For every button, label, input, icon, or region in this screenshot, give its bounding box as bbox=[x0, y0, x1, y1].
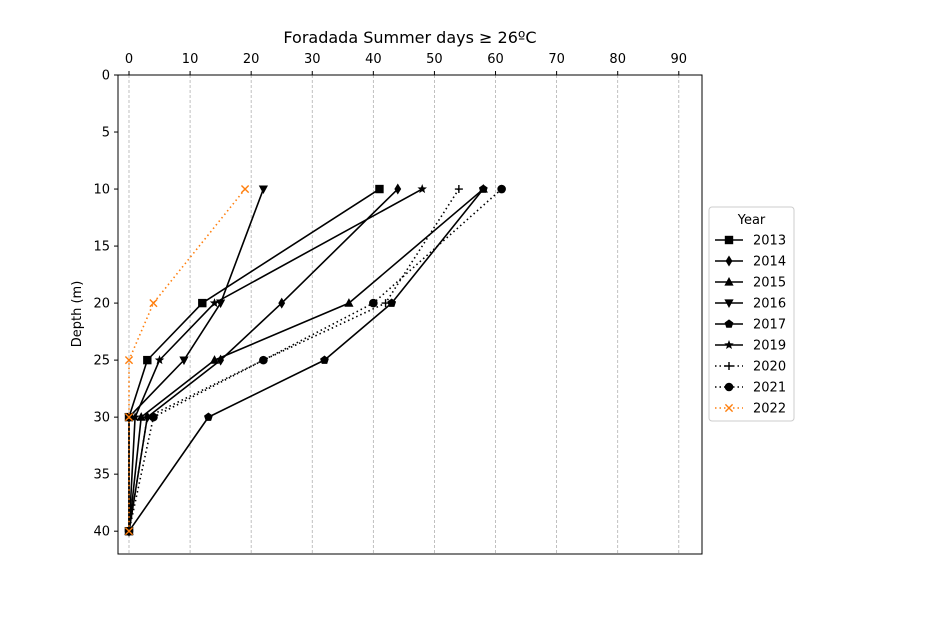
legend-item-2013: 2013 bbox=[715, 234, 786, 249]
legend-label-2016: 2016 bbox=[753, 297, 786, 312]
data-point-2020 bbox=[381, 299, 390, 308]
axes: 0 10 20 30 40 50 60 70 80 90 0 5 10 15 20 25 30 35 40 bbox=[93, 52, 687, 540]
y-tick-label: 15 bbox=[93, 240, 110, 255]
y-tick-label: 30 bbox=[93, 411, 110, 426]
grid-lines bbox=[128, 75, 680, 554]
data-point-2017 bbox=[204, 412, 213, 421]
legend-marker-2022 bbox=[724, 403, 734, 413]
legend-label-2017: 2017 bbox=[753, 318, 786, 333]
data-point-2014 bbox=[217, 354, 225, 366]
data-point-2019 bbox=[209, 298, 220, 308]
x-tick-label: 60 bbox=[487, 52, 504, 67]
data-point-2015 bbox=[209, 355, 220, 364]
legend-item-2022: 2022 bbox=[715, 402, 786, 417]
data-point-2021 bbox=[369, 298, 378, 308]
y-tick-label: 35 bbox=[93, 468, 110, 483]
x-tick-label: 80 bbox=[609, 52, 626, 67]
data-point-2022 bbox=[124, 356, 134, 365]
data-point-2015 bbox=[344, 298, 354, 307]
x-tick-label: 0 bbox=[125, 52, 133, 67]
legend-marker-2015 bbox=[724, 277, 734, 286]
x-tick-label: 20 bbox=[243, 52, 260, 67]
data-point-2015 bbox=[136, 412, 146, 421]
legend-label-2019: 2019 bbox=[753, 339, 786, 354]
y-tick-label: 25 bbox=[93, 354, 110, 369]
data-point-2014 bbox=[394, 183, 402, 195]
x-tick-label: 90 bbox=[671, 52, 688, 67]
data-point-2013 bbox=[143, 355, 152, 365]
plot-area-frame bbox=[117, 74, 703, 555]
legend-label-2015: 2015 bbox=[753, 276, 786, 291]
legend-label-2021: 2021 bbox=[753, 381, 786, 396]
x-tick-label: 50 bbox=[426, 52, 443, 67]
data-point-2013 bbox=[375, 184, 384, 194]
legend-marker-2017 bbox=[724, 319, 734, 328]
legend-item-2014: 2014 bbox=[715, 255, 786, 270]
data-point-2022 bbox=[240, 184, 250, 194]
series-line-2019 bbox=[128, 188, 423, 532]
legend-label-2022: 2022 bbox=[753, 402, 786, 417]
data-point-2022 bbox=[124, 413, 134, 422]
legend-label-2020: 2020 bbox=[753, 360, 786, 375]
x-tick-label: 10 bbox=[182, 52, 199, 67]
data-point-2019 bbox=[154, 355, 165, 365]
x-tick-label: 40 bbox=[365, 52, 382, 67]
chart-title: Foradada Summer days ≥ 26ºC bbox=[283, 28, 536, 47]
series-line-2013 bbox=[128, 188, 380, 532]
data-point-2017 bbox=[478, 184, 488, 193]
legend-marker-2019 bbox=[724, 340, 734, 350]
data-point-2019 bbox=[130, 412, 140, 422]
data-point-2013 bbox=[198, 298, 207, 308]
data-point-2017 bbox=[387, 298, 397, 307]
series-2020 bbox=[124, 185, 463, 536]
legend-title: Year bbox=[737, 213, 766, 228]
legend-item-2020: 2020 bbox=[715, 360, 786, 375]
series-2019 bbox=[124, 184, 427, 536]
data-point-2017 bbox=[320, 355, 329, 364]
data-point-2021 bbox=[149, 412, 158, 422]
y-tick-label: 5 bbox=[102, 126, 110, 141]
legend-label-2013: 2013 bbox=[753, 234, 786, 249]
legend-item-2021: 2021 bbox=[715, 381, 786, 396]
data-point-2014 bbox=[278, 297, 286, 309]
data-point-2016 bbox=[258, 185, 268, 195]
legend-item-2016: 2016 bbox=[715, 297, 786, 312]
legend-item-2015: 2015 bbox=[715, 276, 786, 291]
legend-marker-2021 bbox=[724, 382, 734, 392]
data-point-2022 bbox=[149, 299, 158, 308]
series-lines bbox=[124, 183, 506, 537]
y-tick-label: 10 bbox=[93, 183, 110, 198]
x-tick-label: 30 bbox=[304, 52, 321, 67]
data-point-2016 bbox=[179, 356, 189, 366]
legend-label-2014: 2014 bbox=[753, 255, 786, 270]
legend-marker-2014 bbox=[725, 255, 733, 267]
y-tick-label: 40 bbox=[93, 525, 110, 540]
legend: Year 2013 2014 2015 2016 2017 2019 2020 2021 2022 bbox=[708, 206, 795, 422]
data-point-2022 bbox=[124, 527, 134, 536]
legend-item-2019: 2019 bbox=[715, 339, 786, 354]
legend-marker-2016 bbox=[724, 299, 734, 308]
x-tick-label: 70 bbox=[548, 52, 565, 67]
data-point-2021 bbox=[259, 355, 268, 365]
data-point-2019 bbox=[417, 184, 427, 194]
y-tick-label: 20 bbox=[93, 297, 110, 312]
series-line-2020 bbox=[128, 188, 460, 532]
legend-item-2017: 2017 bbox=[715, 318, 786, 333]
legend-marker-2013 bbox=[724, 235, 734, 245]
series-2022 bbox=[124, 184, 250, 536]
y-tick-label: 0 bbox=[102, 69, 110, 84]
legend-marker-2020 bbox=[725, 362, 733, 370]
data-point-2020 bbox=[454, 185, 463, 194]
data-point-2021 bbox=[497, 184, 506, 194]
y-axis-title: Depth (m) bbox=[70, 281, 85, 348]
